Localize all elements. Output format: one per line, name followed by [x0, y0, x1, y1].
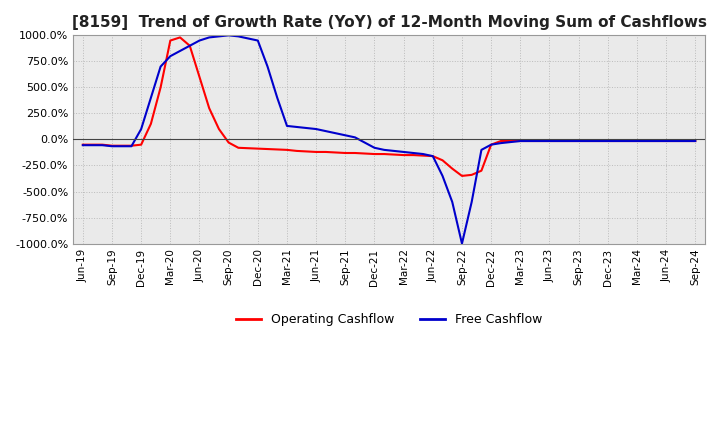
Legend: Operating Cashflow, Free Cashflow: Operating Cashflow, Free Cashflow [231, 308, 547, 331]
Title: [8159]  Trend of Growth Rate (YoY) of 12-Month Moving Sum of Cashflows: [8159] Trend of Growth Rate (YoY) of 12-… [71, 15, 706, 30]
